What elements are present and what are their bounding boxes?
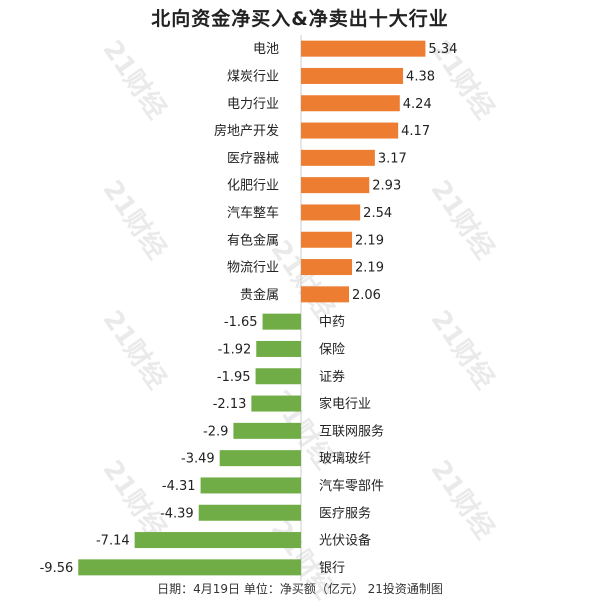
data-label: -9.56	[40, 561, 74, 576]
bar	[301, 67, 404, 84]
data-label: -1.65	[224, 315, 258, 330]
category-label: 银行	[319, 561, 345, 576]
data-label: -2.9	[203, 424, 228, 439]
data-label: 4.38	[406, 69, 435, 84]
category-label: 互联网服务	[319, 423, 384, 439]
data-label: 4.24	[403, 97, 432, 112]
category-label: 医疗器械	[227, 151, 279, 166]
category-label: 医疗服务	[319, 505, 371, 521]
data-label: 5.34	[428, 42, 457, 57]
data-label: 2.93	[372, 179, 401, 194]
category-label: 中药	[319, 315, 345, 330]
category-label: 电力行业	[227, 97, 279, 112]
category-label: 光伏设备	[319, 533, 371, 549]
data-label: 2.06	[352, 288, 381, 303]
category-label: 汽车整车	[227, 205, 279, 221]
category-label: 贵金属	[240, 287, 279, 303]
bar	[301, 95, 400, 112]
category-label: 汽车零部件	[319, 478, 384, 494]
data-label: 2.19	[355, 233, 384, 248]
data-label: -4.31	[162, 479, 196, 494]
category-label: 保险	[319, 342, 345, 357]
bar	[200, 477, 301, 494]
category-label: 玻璃玻纤	[319, 452, 371, 467]
bar	[301, 122, 399, 139]
bar	[301, 40, 426, 57]
category-label: 物流行业	[227, 261, 279, 276]
bar	[256, 340, 301, 357]
bar	[301, 204, 361, 221]
category-label: 有色金属	[227, 232, 279, 248]
footer-note: 日期：4月19日 单位：净买额（亿元） 21投资通制图	[157, 582, 443, 596]
data-label: -7.14	[96, 534, 130, 549]
data-label: 2.19	[355, 261, 384, 276]
category-label: 家电行业	[319, 396, 371, 412]
category-label: 电池	[253, 42, 279, 57]
bar	[219, 450, 301, 467]
category-label: 化肥行业	[227, 179, 279, 194]
data-label: -2.13	[213, 397, 247, 412]
category-label: 证券	[319, 369, 345, 385]
data-label: 3.17	[378, 151, 407, 166]
bar	[233, 422, 301, 439]
bar	[134, 532, 301, 549]
bar	[301, 149, 375, 166]
data-label: -1.92	[218, 342, 252, 357]
bar	[255, 368, 301, 385]
bar	[301, 177, 370, 194]
bar	[198, 504, 301, 521]
data-label: -1.95	[217, 370, 251, 385]
category-label: 房地产开发	[214, 123, 279, 139]
data-label: -3.49	[181, 452, 215, 467]
bar	[262, 313, 301, 330]
data-label: 4.17	[401, 124, 430, 139]
bar	[301, 286, 349, 303]
chart-title: 北向资金净买入&净卖出十大行业	[151, 8, 449, 30]
data-label: -4.39	[160, 506, 194, 521]
bar	[251, 395, 301, 412]
category-label: 煤炭行业	[227, 69, 279, 84]
data-label: 2.54	[363, 206, 392, 221]
bar	[301, 231, 353, 248]
bar	[301, 259, 353, 276]
bar	[78, 559, 301, 576]
